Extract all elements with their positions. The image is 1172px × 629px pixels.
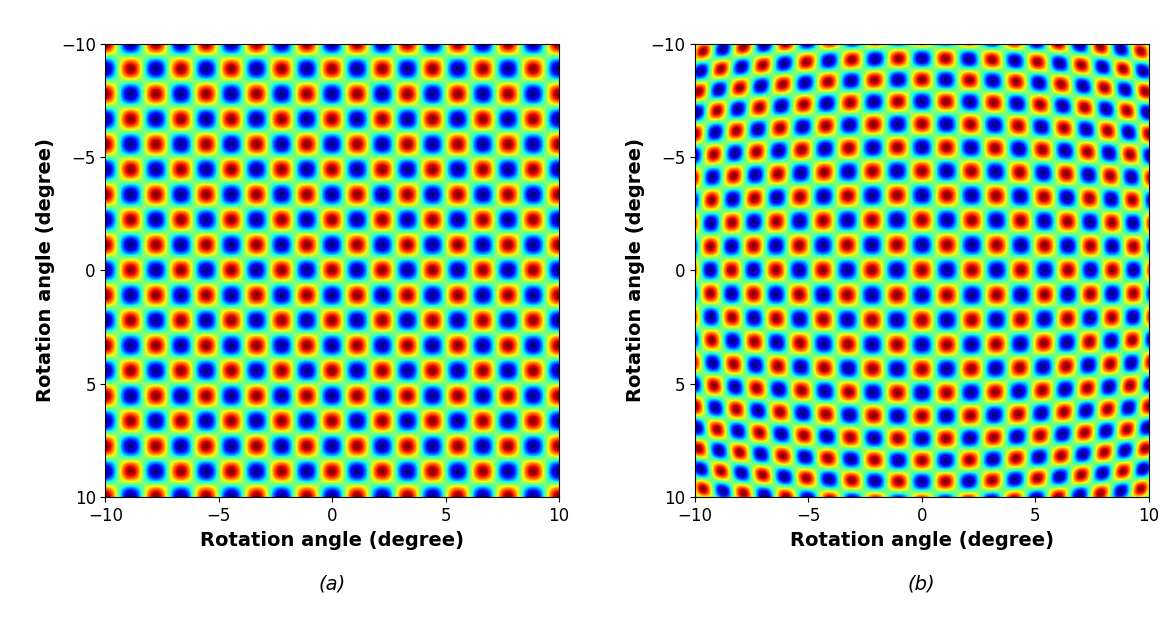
Text: (b): (b) bbox=[908, 574, 935, 593]
Y-axis label: Rotation angle (degree): Rotation angle (degree) bbox=[626, 138, 645, 403]
X-axis label: Rotation angle (degree): Rotation angle (degree) bbox=[790, 530, 1054, 550]
Y-axis label: Rotation angle (degree): Rotation angle (degree) bbox=[36, 138, 55, 403]
Text: (a): (a) bbox=[319, 574, 346, 593]
X-axis label: Rotation angle (degree): Rotation angle (degree) bbox=[200, 530, 464, 550]
